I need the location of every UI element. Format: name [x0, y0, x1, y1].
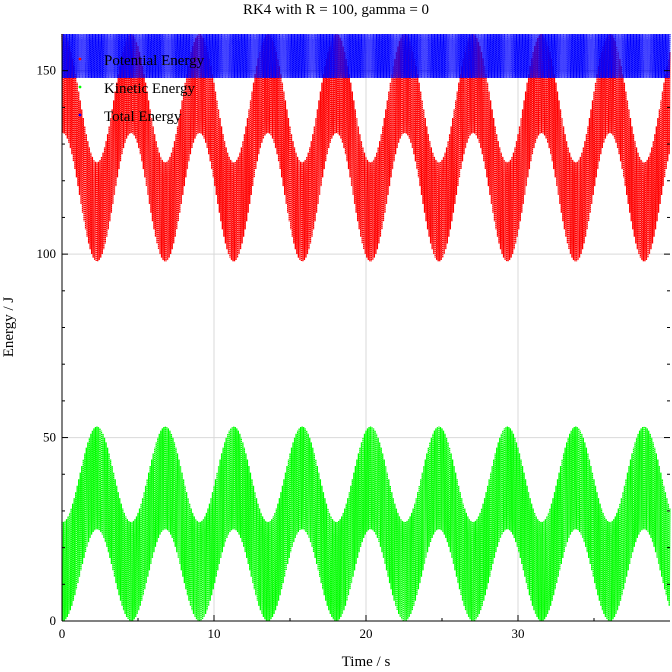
y-tick-label: 150 — [37, 63, 57, 78]
y-tick-label: 0 — [50, 613, 57, 628]
legend-label: Potential Energy — [104, 53, 205, 69]
x-tick-label: 20 — [360, 626, 373, 641]
series-total-energy — [61, 33, 671, 79]
y-tick-label: 100 — [37, 246, 57, 261]
x-tick-label: 0 — [59, 626, 66, 641]
series-layer — [61, 33, 671, 622]
chart-title: RK4 with R = 100, gamma = 0 — [243, 2, 429, 18]
legend-label: Kinetic Energy — [104, 81, 195, 97]
y-axis-title: Energy / J — [1, 297, 17, 358]
legend-label: Total Energy — [104, 109, 182, 125]
axes — [61, 34, 670, 622]
legend: Potential Energy Kinetic Energy Total Ener… — [78, 53, 205, 125]
legend-marker — [78, 85, 82, 89]
x-tick-label: 10 — [208, 626, 221, 641]
x-tick-label: 30 — [512, 626, 525, 641]
x-axis-title: Time / s — [342, 654, 391, 670]
legend-marker — [78, 57, 82, 61]
series-kinetic-energy — [61, 426, 671, 622]
legend-marker — [78, 113, 82, 117]
y-tick-label: 50 — [43, 430, 56, 445]
tick-labels: 0 10 20 30 0 50 100 150 — [37, 63, 525, 641]
series-potential-energy — [61, 34, 671, 262]
